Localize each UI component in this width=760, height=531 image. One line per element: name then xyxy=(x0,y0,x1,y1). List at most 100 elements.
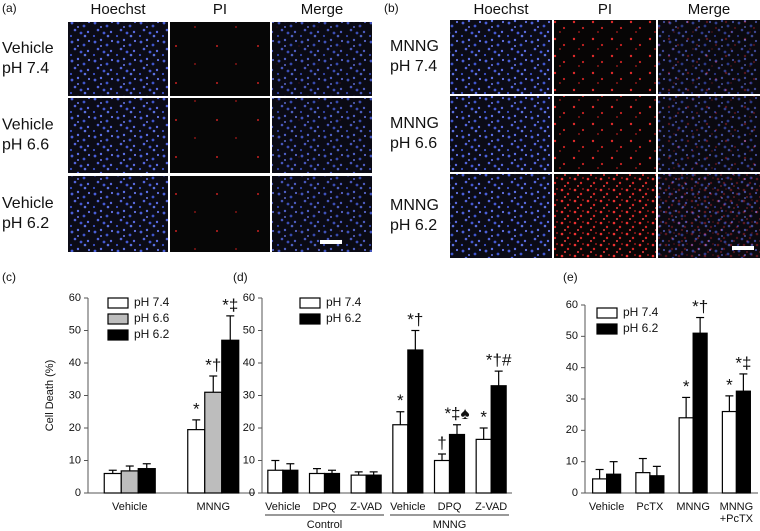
legend-swatch xyxy=(107,329,129,341)
bar xyxy=(735,390,751,494)
micrograph xyxy=(450,20,552,94)
micrographs: (a) Hoechst PI Merge Vehicle pH 7.4 Vehicle pH … xyxy=(2,1,760,258)
x-tick-label: Z-VAD xyxy=(350,501,382,513)
y-tick-label: 30 xyxy=(69,389,81,401)
bar xyxy=(721,410,737,494)
row-ph: pH 7.4 xyxy=(2,60,49,77)
y-tick-label: 10 xyxy=(69,454,81,466)
bar xyxy=(187,429,206,494)
x-tick-label: MNNG +PcTX xyxy=(720,501,754,525)
column-header: Merge xyxy=(688,1,731,18)
bar xyxy=(323,472,341,494)
micrograph xyxy=(450,96,552,172)
x-tick-label: Z-VAD xyxy=(475,501,507,513)
bar xyxy=(365,474,382,494)
micrograph-overlay xyxy=(658,20,760,94)
significance-mark: * xyxy=(193,399,200,418)
y-tick-label: 50 xyxy=(69,324,81,336)
bar xyxy=(433,459,451,494)
micrograph xyxy=(68,22,168,96)
charts: (c) 0 10 20 30 40 50 60 Cell Death (%) Vehicle MNN… xyxy=(2,270,758,531)
panel-label: (e) xyxy=(563,270,578,284)
legend-swatch xyxy=(299,313,321,325)
column-header: Merge xyxy=(301,1,344,18)
significance-mark: *† xyxy=(407,310,423,329)
row-ph: pH 6.6 xyxy=(390,135,437,152)
panel-label: (c) xyxy=(2,270,16,284)
bar xyxy=(120,470,139,494)
legend-label: pH 7.4 xyxy=(134,295,170,309)
y-tick-label: 10 xyxy=(566,456,578,468)
bar xyxy=(137,468,156,494)
micrograph xyxy=(554,20,656,94)
legend-swatch xyxy=(107,313,129,325)
row-treatment: Vehicle xyxy=(2,40,54,57)
row-ph: pH 6.2 xyxy=(2,215,49,232)
significance-mark: *‡ xyxy=(735,353,751,372)
y-tick-label: 60 xyxy=(69,292,81,304)
y-tick-label: 20 xyxy=(243,422,255,434)
micrograph xyxy=(450,174,552,258)
group-label: Control xyxy=(307,519,342,531)
micrograph xyxy=(554,174,656,258)
row-treatment: MNNG xyxy=(390,115,439,132)
y-tick-label: 40 xyxy=(243,357,255,369)
legend-label: pH 7.4 xyxy=(326,295,362,309)
x-tick-label: PcTX xyxy=(636,501,664,513)
y-tick-label: 60 xyxy=(566,299,578,311)
x-tick-label: Vehicle xyxy=(265,501,300,513)
column-header: PI xyxy=(213,1,227,18)
row-treatment: Vehicle xyxy=(2,195,54,212)
legend-swatch xyxy=(596,323,618,335)
significance-mark: * xyxy=(726,375,733,394)
bar xyxy=(475,438,492,494)
row-ph: pH 6.6 xyxy=(2,137,49,154)
column-header: Hoechst xyxy=(90,1,146,18)
legend-swatch xyxy=(596,307,618,319)
y-tick-label: 40 xyxy=(566,362,578,374)
y-axis-title: Cell Death (%) xyxy=(44,360,56,432)
y-tick-label: 50 xyxy=(243,324,255,336)
y-tick-label: 60 xyxy=(243,292,255,304)
micrograph-overlay xyxy=(272,176,372,252)
bar xyxy=(692,332,708,494)
legend-swatch xyxy=(107,297,129,309)
y-tick-label: 30 xyxy=(566,393,578,405)
bar xyxy=(490,385,507,494)
significance-mark: † xyxy=(437,433,446,452)
bar xyxy=(204,391,223,494)
micrograph xyxy=(170,22,270,96)
bar xyxy=(592,478,608,494)
x-tick-label: DPQ xyxy=(438,501,462,513)
legend-label: pH 6.2 xyxy=(134,327,170,341)
x-tick-label: Vehicle xyxy=(589,501,624,513)
micrograph xyxy=(170,176,270,252)
x-tick-label: DPQ xyxy=(313,501,337,513)
scale-bar xyxy=(320,240,342,244)
significance-mark: *† xyxy=(692,297,708,316)
x-tick-label: MNNG xyxy=(676,501,710,513)
y-tick-label: 40 xyxy=(69,357,81,369)
y-tick-label: 20 xyxy=(566,424,578,436)
bar xyxy=(392,424,409,494)
significance-mark: * xyxy=(397,391,404,410)
y-tick-label: 0 xyxy=(249,487,255,499)
legend-label: pH 6.2 xyxy=(326,311,362,325)
legend-label: pH 6.2 xyxy=(623,321,659,335)
panel-label: (a) xyxy=(2,1,17,15)
row-treatment: MNNG xyxy=(390,197,439,214)
significance-mark: * xyxy=(480,407,487,426)
bar xyxy=(282,469,299,494)
bar xyxy=(308,472,326,494)
micrograph-overlay xyxy=(272,98,372,173)
bar xyxy=(103,472,122,494)
legend-label: pH 6.6 xyxy=(134,311,170,325)
bar xyxy=(678,417,694,494)
bar xyxy=(407,349,424,494)
row-treatment: MNNG xyxy=(390,38,439,55)
y-tick-label: 30 xyxy=(243,389,255,401)
bar xyxy=(267,469,284,494)
micrograph xyxy=(554,96,656,172)
row-ph: pH 7.4 xyxy=(390,58,437,75)
